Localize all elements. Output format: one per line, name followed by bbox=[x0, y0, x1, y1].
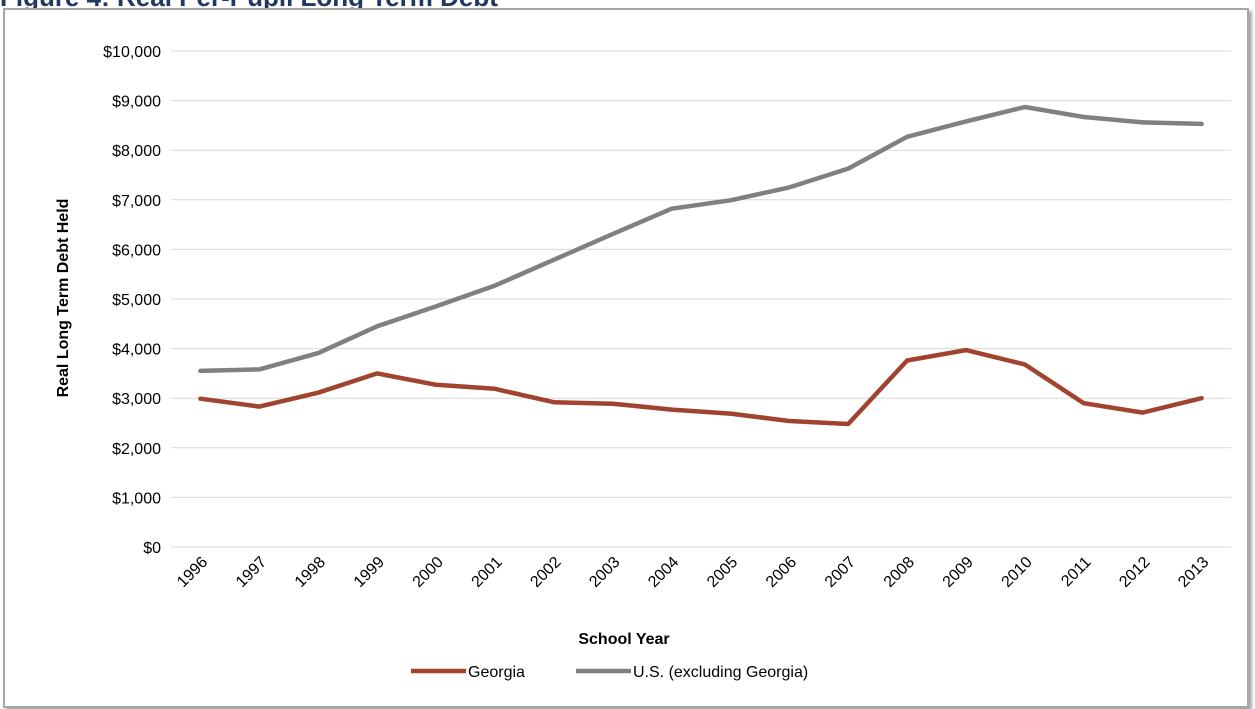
gridlines bbox=[171, 50, 1231, 548]
x-tick-label: 1997 bbox=[233, 554, 270, 591]
x-tick-label: 1999 bbox=[351, 554, 388, 591]
y-tick-label: $0 bbox=[143, 540, 161, 557]
y-tick-label: $6,000 bbox=[112, 242, 161, 259]
x-tick-label: 2001 bbox=[469, 554, 506, 591]
x-tick-label: 2003 bbox=[586, 554, 623, 591]
x-tick-label: 1996 bbox=[174, 554, 211, 591]
x-tick-label: 2006 bbox=[763, 554, 800, 591]
y-tick-label: $5,000 bbox=[112, 292, 161, 309]
series-line-georgia bbox=[198, 347, 1204, 427]
y-tick-label: $4,000 bbox=[112, 342, 161, 359]
y-axis-tick-labels: $0 $1,000 $2,000 $3,000 $4,000 $5,000 $6,000 $7… bbox=[103, 44, 161, 557]
y-tick-label: $9,000 bbox=[112, 94, 161, 111]
y-tick-label: $3,000 bbox=[112, 391, 161, 408]
x-tick-label: 2004 bbox=[645, 554, 682, 591]
y-tick-label: $7,000 bbox=[112, 193, 161, 210]
y-axis-title: Real Long Term Debt Held bbox=[55, 199, 72, 398]
x-tick-label: 2007 bbox=[822, 554, 859, 591]
x-tick-label: 2005 bbox=[704, 554, 741, 591]
x-tick-label: 2011 bbox=[1058, 554, 1094, 590]
x-tick-label: 2000 bbox=[410, 554, 447, 591]
x-tick-label: 2010 bbox=[999, 554, 1036, 591]
legend: Georgia U.S. (excluding Georgia) bbox=[411, 664, 808, 681]
y-tick-label: $10,000 bbox=[103, 44, 161, 61]
x-tick-label: 1998 bbox=[292, 554, 329, 591]
series-lines bbox=[198, 104, 1204, 427]
y-tick-label: $8,000 bbox=[112, 143, 161, 160]
x-axis-title: School Year bbox=[578, 631, 669, 648]
y-tick-label: $2,000 bbox=[112, 441, 161, 458]
figure-caption: Figure 4: Real Per-Pupil Long Term Debt bbox=[0, 0, 498, 8]
x-tick-label: 2008 bbox=[881, 554, 918, 591]
x-tick-label: 2013 bbox=[1175, 554, 1212, 591]
y-tick-label: $1,000 bbox=[112, 490, 161, 507]
x-tick-label: 2012 bbox=[1116, 554, 1153, 591]
series-line-us-excluding-georgia bbox=[198, 104, 1204, 374]
x-axis-tick-labels: 1996 1997 1998 1999 2000 2001 2002 2003 2004 2005… bbox=[174, 554, 1212, 591]
chart-frame bbox=[3, 8, 1249, 708]
legend-label: U.S. (excluding Georgia) bbox=[633, 664, 808, 681]
x-tick-label: 2009 bbox=[940, 554, 977, 591]
x-tick-label: 2002 bbox=[527, 554, 564, 591]
legend-label: Georgia bbox=[468, 664, 525, 681]
